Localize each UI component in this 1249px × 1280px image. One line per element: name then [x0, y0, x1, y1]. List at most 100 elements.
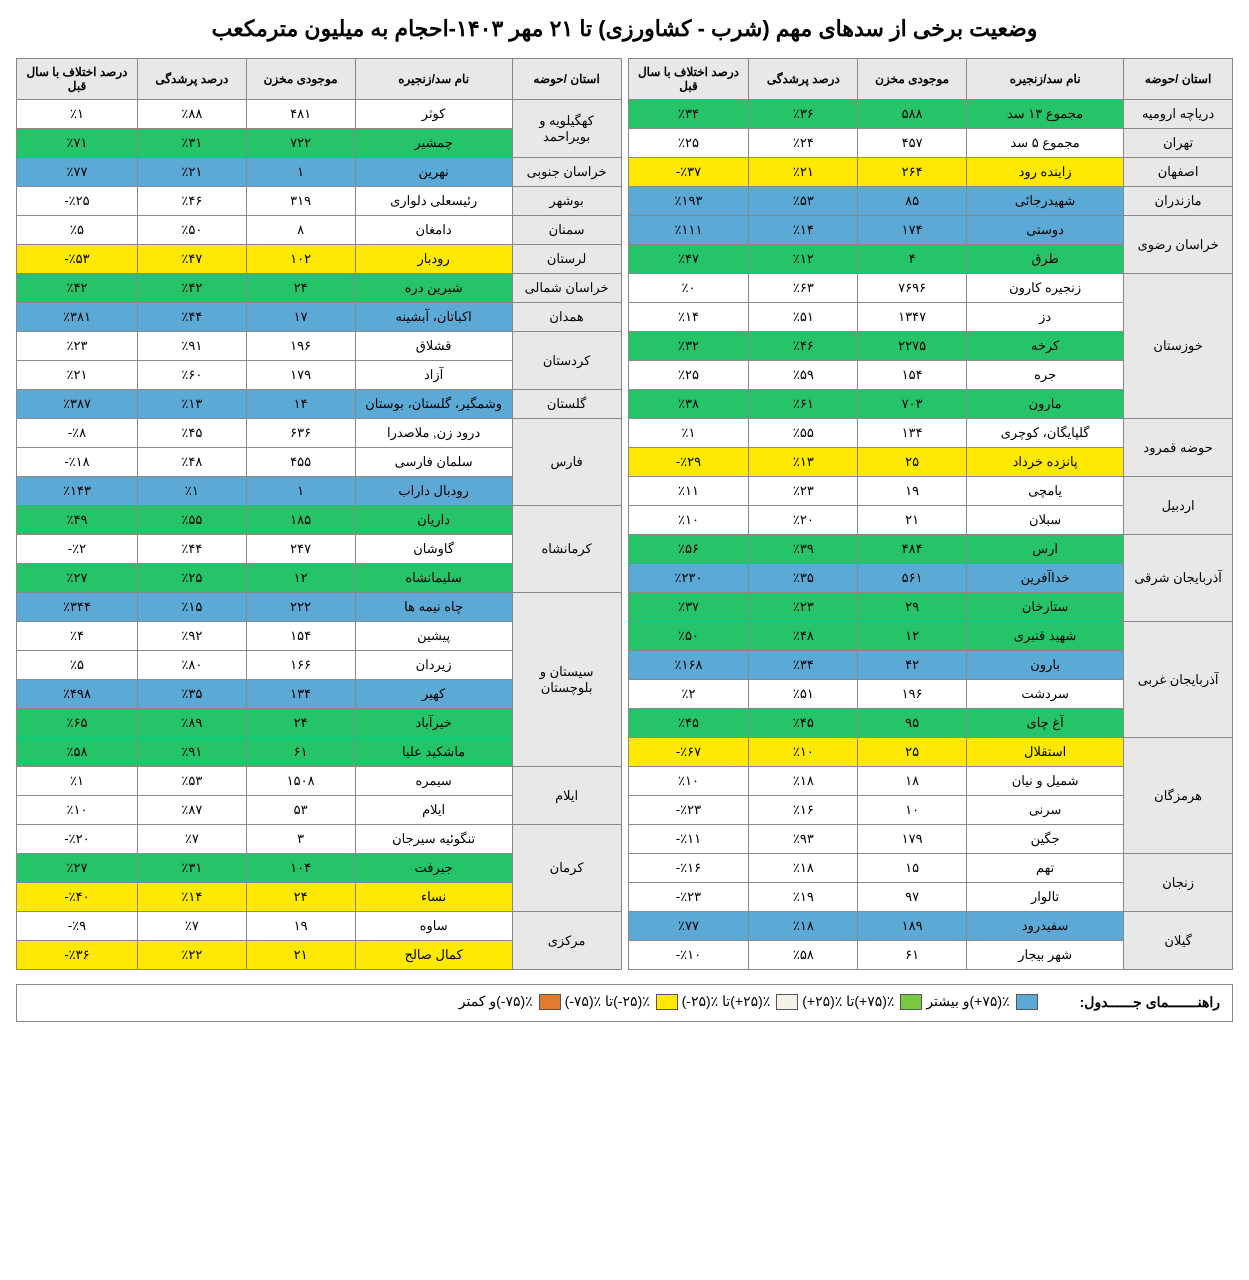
table-row: خراسان جنوبینهرین۱٪۲۱٪۷۷	[17, 158, 622, 187]
diff-cell: ٪۷۷	[17, 158, 138, 187]
fill-cell: ٪۳۴	[749, 651, 858, 680]
fill-cell: ٪۹۲	[137, 622, 246, 651]
dam-cell: تهم	[967, 854, 1124, 883]
diff-cell: ٪۲۵	[628, 361, 749, 390]
fill-cell: ٪۶۱	[749, 390, 858, 419]
fill-cell: ٪۸۹	[137, 709, 246, 738]
diff-cell: ٪۲۵	[628, 129, 749, 158]
vol-cell: ۷۶۹۶	[858, 274, 967, 303]
dam-cell: سلمان فارسی	[355, 448, 512, 477]
basin-cell: کرمانشاه	[512, 506, 621, 593]
diff-cell: ٪۳۶-	[17, 941, 138, 970]
fill-cell: ٪۲۱	[137, 158, 246, 187]
dam-cell: رودبار	[355, 245, 512, 274]
dam-cell: شهید قنبری	[967, 622, 1124, 651]
vol-cell: ۱۵	[858, 854, 967, 883]
table-row: خراسان رضویدوستی۱۷۴٪۱۴٪۱۱۱	[628, 216, 1233, 245]
dam-cell: سرنی	[967, 796, 1124, 825]
diff-cell: ٪۴۷	[628, 245, 749, 274]
basin-cell: مرکزی	[512, 912, 621, 970]
dam-cell: طرق	[967, 245, 1124, 274]
vol-cell: ۱۷۹	[246, 361, 355, 390]
vol-cell: ۴۸۱	[246, 100, 355, 129]
legend-label: ٪(۷۵-)و کمتر	[459, 993, 533, 1010]
header-dam: نام سد/زنجیره	[355, 59, 512, 100]
basin-cell: گیلان	[1124, 912, 1233, 970]
diff-cell: ٪۳۷	[628, 593, 749, 622]
fill-cell: ٪۵۳	[137, 767, 246, 796]
diff-cell: ٪۱	[628, 419, 749, 448]
basin-cell: لرستان	[512, 245, 621, 274]
basin-cell: حوضه قمرود	[1124, 419, 1233, 477]
diff-cell: ٪۱۴	[628, 303, 749, 332]
diff-cell: ٪۴۹	[17, 506, 138, 535]
vol-cell: ۱۷۹	[858, 825, 967, 854]
table-row: لرستانرودبار۱۰۲٪۴۷٪۵۳-	[17, 245, 622, 274]
basin-cell: اردبیل	[1124, 477, 1233, 535]
fill-cell: ٪۹۱	[137, 332, 246, 361]
fill-cell: ٪۱۰	[749, 738, 858, 767]
dam-cell: آزاد	[355, 361, 512, 390]
dam-cell: کهیر	[355, 680, 512, 709]
table-row: فارسدرود زن, ملاصدرا۶۳۶٪۴۵٪۸-	[17, 419, 622, 448]
fill-cell: ٪۷	[137, 825, 246, 854]
table-row: زنجانتهم۱۵٪۱۸٪۱۶-	[628, 854, 1233, 883]
diff-cell: ٪۱۰	[628, 767, 749, 796]
dam-cell: کمال صالح	[355, 941, 512, 970]
diff-cell: ٪۱۱	[628, 477, 749, 506]
vol-cell: ۸۵	[858, 187, 967, 216]
dam-cell: پانزده خرداد	[967, 448, 1124, 477]
dam-cell: مارون	[967, 390, 1124, 419]
dam-cell: شهیدرجائی	[967, 187, 1124, 216]
fill-cell: ٪۸۸	[137, 100, 246, 129]
dam-cell: شهر بیجار	[967, 941, 1124, 970]
fill-cell: ٪۴۶	[749, 332, 858, 361]
diff-cell: ٪۵۶	[628, 535, 749, 564]
diff-cell: ٪۲۳	[17, 332, 138, 361]
dam-cell: ایلام	[355, 796, 512, 825]
vol-cell: ۱۵۴	[858, 361, 967, 390]
diff-cell: ٪۱۹۳	[628, 187, 749, 216]
diff-cell: ٪۱۰	[628, 506, 749, 535]
diff-cell: ٪۶۵	[17, 709, 138, 738]
dam-cell: کرخه	[967, 332, 1124, 361]
basin-cell: خراسان شمالی	[512, 274, 621, 303]
legend: راهنـــــــمای جــــــدول: ٪(۷۵+)و بیشتر…	[16, 984, 1233, 1022]
vol-cell: ۲۶۴	[858, 158, 967, 187]
basin-cell: خراسان جنوبی	[512, 158, 621, 187]
table-row: هرمزگاناستقلال۲۵٪۱۰٪۶۷-	[628, 738, 1233, 767]
dam-cell: نهرین	[355, 158, 512, 187]
diff-cell: ٪۲-	[17, 535, 138, 564]
fill-cell: ٪۹۱	[137, 738, 246, 767]
dam-cell: آغ چای	[967, 709, 1124, 738]
fill-cell: ٪۳۵	[137, 680, 246, 709]
vol-cell: ۲۵	[858, 738, 967, 767]
dam-cell: تالوار	[967, 883, 1124, 912]
table-row: اصفهانزاینده رود۲۶۴٪۲۱٪۳۷-	[628, 158, 1233, 187]
dam-cell: دوستی	[967, 216, 1124, 245]
fill-cell: ٪۸۰	[137, 651, 246, 680]
table-row: خوزستانزنجیره کارون۷۶۹۶٪۶۳٪۰	[628, 274, 1233, 303]
diff-cell: ٪۱	[17, 767, 138, 796]
basin-cell: کردستان	[512, 332, 621, 390]
basin-cell: گلستان	[512, 390, 621, 419]
table-header-row: استان /حوضه نام سد/زنجیره موجودی مخزن در…	[628, 59, 1233, 100]
dam-cell: داریان	[355, 506, 512, 535]
diff-cell: ٪۳۲	[628, 332, 749, 361]
dam-cell: ماشکید علیا	[355, 738, 512, 767]
basin-cell: مازندران	[1124, 187, 1233, 216]
diff-cell: ٪۲۳-	[628, 796, 749, 825]
fill-cell: ٪۱۳	[137, 390, 246, 419]
diff-cell: ٪۲	[628, 680, 749, 709]
header-fill: درصد پرشدگی	[137, 59, 246, 100]
dam-cell: سبلان	[967, 506, 1124, 535]
fill-cell: ٪۱۵	[137, 593, 246, 622]
dam-cell: جره	[967, 361, 1124, 390]
legend-item: ٪(۷۵+)و بیشتر	[926, 993, 1037, 1010]
vol-cell: ۴۸۴	[858, 535, 967, 564]
fill-cell: ٪۱۴	[137, 883, 246, 912]
vol-cell: ۲۱	[858, 506, 967, 535]
basin-cell: آذربایجان شرقی	[1124, 535, 1233, 622]
dam-cell: جیرفت	[355, 854, 512, 883]
fill-cell: ٪۱۹	[749, 883, 858, 912]
